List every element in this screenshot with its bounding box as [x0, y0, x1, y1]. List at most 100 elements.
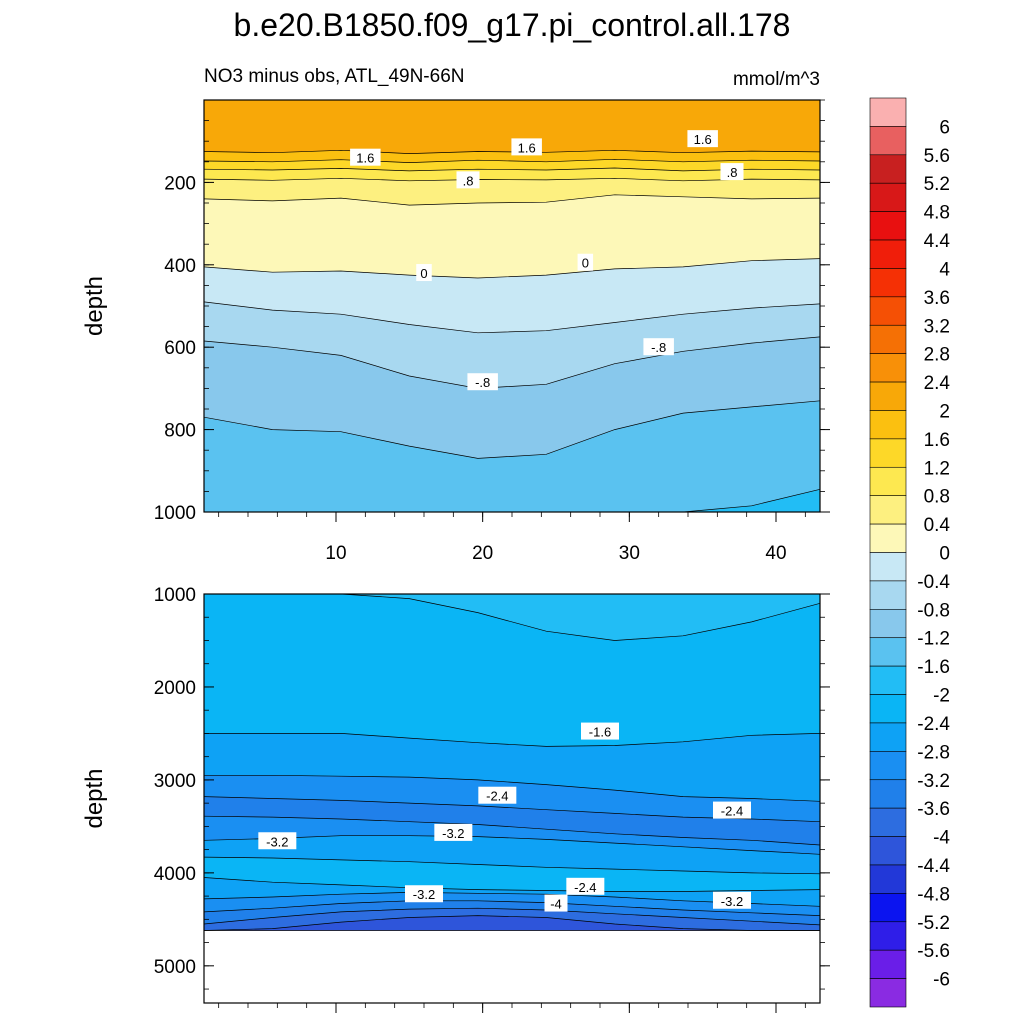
- contour-band: [204, 733, 820, 802]
- colorbar-label: -0.4: [917, 572, 950, 593]
- colorbar-label: 2.4: [924, 373, 951, 394]
- colorbar-swatch: [869, 921, 907, 951]
- colorbar-swatch: [869, 609, 907, 639]
- colorbar-swatch: [869, 438, 907, 468]
- colorbar-label: 4: [939, 259, 950, 280]
- units-subtitle: mmol/m^3: [733, 69, 820, 90]
- colorbar-label: 1.6: [924, 430, 950, 451]
- contour-line: [203, 167, 821, 172]
- contour-label-box: [713, 801, 751, 819]
- colorbar-label: 3.6: [924, 288, 950, 309]
- colorbar-swatch: [869, 495, 907, 525]
- contour-line: [203, 258, 821, 279]
- colorbar-swatch: [869, 779, 907, 809]
- colorbar-label: 0: [939, 544, 950, 565]
- left-subtitle: NO3 minus obs, ATL_49N-66N: [204, 66, 465, 87]
- colorbar-label: 1.2: [924, 458, 950, 479]
- x-tick-label: 20: [472, 543, 493, 564]
- contour-band: [204, 900, 820, 925]
- y-tick-label: 200: [164, 173, 196, 194]
- contour-line: [203, 194, 821, 206]
- colorbar-swatch: [869, 637, 907, 667]
- colorbar-swatch: [869, 751, 907, 781]
- colorbar-swatch: [869, 211, 907, 241]
- contour-label-box: [713, 891, 751, 909]
- contour-band: [204, 594, 820, 641]
- contour-label-box: [687, 130, 718, 148]
- colorbar-swatch: [869, 182, 907, 212]
- colorbar-label: -5.2: [917, 913, 950, 934]
- colorbar-label: -4: [933, 828, 950, 849]
- colorbar-label: 2.8: [924, 345, 950, 366]
- contour-band: [204, 100, 820, 154]
- contour-line: [203, 835, 821, 855]
- y-tick-label: 800: [164, 421, 196, 442]
- colorbar-swatch: [869, 324, 907, 354]
- contour-label: -1.6: [589, 725, 611, 740]
- contour-label-box: [577, 253, 594, 271]
- contour-label-box: [544, 894, 568, 912]
- y-tick-label: 3000: [154, 771, 196, 792]
- colorbar-label: -3.6: [917, 799, 950, 820]
- contour-line: [203, 877, 821, 892]
- contour-label-box: [416, 264, 432, 282]
- contour-label-box: [456, 171, 480, 189]
- contour-band: [204, 892, 820, 916]
- colorbar-label: -4.8: [917, 884, 950, 905]
- y-tick-label: 5000: [154, 957, 196, 978]
- contour-line: [203, 400, 821, 459]
- contour-line: [203, 856, 821, 875]
- contour-band: [204, 915, 820, 931]
- contour-label-box: [467, 373, 498, 391]
- contour-band: [204, 816, 820, 855]
- y-axis-label: depth: [81, 768, 108, 828]
- colorbar-swatch: [869, 949, 907, 979]
- x-tick-label: 10: [325, 543, 346, 564]
- y-tick-label: 1000: [154, 585, 196, 606]
- colorbar-label: 4.4: [924, 231, 951, 252]
- y-tick-label: 1000: [154, 503, 196, 524]
- y-tick-label: 4000: [154, 864, 196, 885]
- contour-label-box: [720, 163, 744, 181]
- contour-label: .8: [463, 173, 474, 188]
- contour-label: 1.6: [694, 132, 712, 147]
- contour-label: -3.2: [266, 834, 288, 849]
- colorbar-swatch: [869, 126, 907, 156]
- colorbar-swatch: [869, 552, 907, 582]
- colorbar: 6 5.6 5.2 4.8 4.4 4 3.6 3.2 2.8 2.4 2 1.6 1.2 0.8 0.4 0…: [869, 97, 951, 1008]
- contour-line: [203, 336, 821, 389]
- x-tick-label: 30: [619, 543, 640, 564]
- colorbar-label: 2: [939, 401, 950, 422]
- contour-line: [203, 907, 821, 926]
- colorbar-swatch: [869, 836, 907, 866]
- contour-label-box: [258, 832, 297, 850]
- colorbar-swatch: [869, 239, 907, 269]
- contour-label-box: [478, 786, 517, 804]
- colorbar-swatch: [869, 694, 907, 724]
- colorbar-label: -2: [933, 686, 950, 707]
- contour-band: [204, 168, 820, 181]
- colorbar-swatch: [869, 978, 907, 1008]
- colorbar-swatch: [869, 523, 907, 553]
- colorbar-swatch: [869, 353, 907, 383]
- contour-band: [204, 194, 820, 278]
- colorbar-label: -0.8: [917, 600, 950, 621]
- colorbar-label: 5.2: [924, 174, 950, 195]
- contour-label: 1.6: [356, 151, 374, 166]
- contour-band: [204, 301, 820, 389]
- colorbar-label: -2.8: [917, 742, 950, 763]
- y-axis-label: depth: [81, 276, 108, 336]
- colorbar-label: -1.6: [917, 657, 950, 678]
- contour-label: -.8: [651, 340, 666, 355]
- contour-band: [204, 796, 820, 845]
- contour-band: [204, 594, 820, 747]
- y-tick-label: 600: [164, 338, 196, 359]
- contour-label-box: [566, 877, 605, 895]
- colorbar-swatch: [869, 807, 907, 837]
- contour-band: [204, 877, 820, 907]
- contour-line: [204, 774, 821, 802]
- contour-label: -3.2: [442, 826, 464, 841]
- contour-label-box: [643, 338, 674, 356]
- y-tick-label: 2000: [154, 678, 196, 699]
